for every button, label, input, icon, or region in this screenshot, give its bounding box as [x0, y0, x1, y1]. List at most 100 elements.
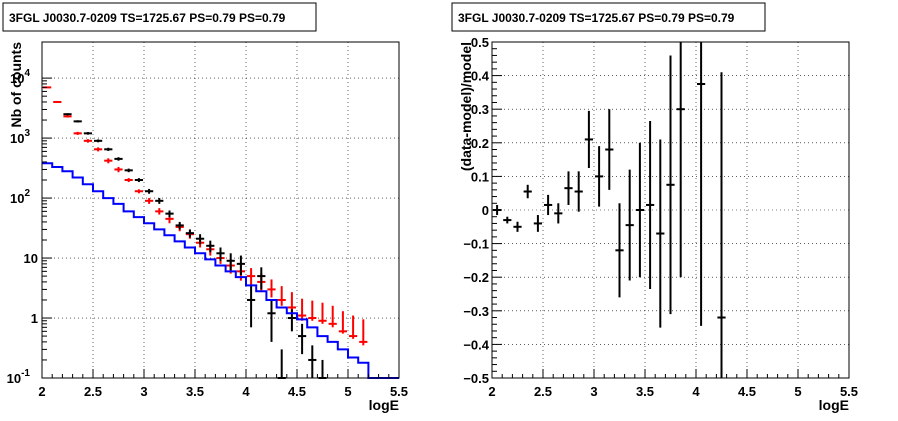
left-y-tick-base: 10	[7, 371, 21, 386]
left-black-errorbar	[104, 147, 113, 151]
left-red-errorbar	[318, 302, 327, 324]
left-title-box	[2, 2, 317, 32]
right-x-tick-label: 3	[590, 384, 597, 399]
residual-point	[666, 55, 675, 315]
right-y-tick-label: −0.4	[463, 337, 489, 352]
left-black-errorbar	[73, 120, 82, 123]
left-red-errorbar	[83, 139, 92, 143]
residual-point	[697, 42, 706, 326]
left-y-tick-exp: 4	[24, 68, 30, 79]
residual-point	[513, 221, 522, 232]
left-red-errorbar	[359, 319, 368, 346]
left-black-errorbar	[196, 234, 205, 245]
left-red-errorbar	[63, 115, 72, 118]
left-model-step-line	[42, 162, 399, 379]
right-x-tick-label: 2.5	[534, 384, 552, 399]
left-y-tick-label: 103	[10, 128, 30, 146]
left-y-tick-base: 10	[10, 71, 24, 86]
right-y-tick-label: 0.4	[471, 69, 490, 84]
left-black-errorbar	[267, 299, 276, 342]
right-y-tick-label: −0.2	[463, 270, 489, 285]
left-x-tick-label: 4.5	[288, 384, 306, 399]
residual-point	[544, 194, 553, 216]
left-red-errorbar	[114, 166, 123, 173]
right-y-tick-label: 0.5	[471, 35, 489, 50]
left-y-tick-exp: -1	[21, 368, 30, 379]
left-red-errorbar	[145, 198, 154, 204]
left-black-errorbar	[226, 253, 235, 272]
right-x-tick-label: 5	[794, 384, 801, 399]
residual-point	[564, 171, 573, 205]
left-red-errorbar	[94, 147, 103, 152]
left-black-errorbar	[216, 247, 225, 261]
left-black-errorbar	[257, 267, 266, 290]
left-y-tick-base: 10	[10, 131, 24, 146]
right-ticks: 2 2.5 3 3.5 4 4.5 5 5.5 −0.5 −0.4 −0.3 −0.2 −0.1 0 0.1…	[463, 35, 858, 399]
left-y-tick-label: 104	[10, 68, 30, 86]
left-y-tick-label: 1	[31, 311, 38, 326]
left-black-errorbar	[83, 132, 92, 135]
residual-point	[533, 215, 542, 232]
residual-point	[625, 169, 634, 281]
left-chart-title: 3FGL J0030.7-0209 TS=1725.67 PS=0.79 PS=…	[9, 11, 286, 25]
left-black-errorbar	[247, 285, 256, 328]
residual-point	[554, 203, 563, 224]
right-y-tick-label: −0.1	[463, 237, 489, 252]
right-title-box	[451, 2, 766, 32]
left-y-tick-base: 10	[24, 251, 38, 266]
residual-point	[717, 72, 726, 378]
left-black-errorbar	[165, 210, 174, 218]
left-black-errorbar	[277, 349, 286, 379]
residual-point	[503, 216, 512, 224]
residual-point	[646, 120, 655, 289]
left-red-errorbar	[104, 158, 113, 164]
left-y-tick-exp: 2	[24, 188, 30, 199]
left-red-errorbar	[328, 305, 337, 328]
right-grid	[492, 42, 849, 378]
right-x-tick-label: 4.5	[738, 384, 756, 399]
left-black-errorbar	[145, 188, 154, 194]
left-x-tick-label: 5.5	[390, 384, 408, 399]
right-x-tick-label: 5.5	[840, 384, 858, 399]
right-x-tick-label: 4	[692, 384, 700, 399]
residual-point	[676, 42, 685, 278]
left-y-tick-label: 102	[10, 188, 30, 206]
left-black-errorbar	[124, 168, 133, 173]
right-x-tick-label: 2	[488, 384, 495, 399]
residual-point	[635, 142, 644, 278]
residual-point	[595, 146, 604, 207]
left-frame	[41, 41, 400, 379]
left-y-tick-label: 10	[24, 251, 38, 266]
left-red-errorbar	[298, 298, 307, 321]
left-black-errorbar	[63, 113, 72, 116]
left-black-errorbar	[308, 345, 317, 378]
right-y-tick-label: 0.1	[471, 169, 489, 184]
left-black-errorbar	[175, 221, 184, 230]
left-black-errorbar	[94, 139, 103, 143]
left-black-errorbar	[185, 229, 194, 238]
left-y-tick-base: 1	[31, 311, 38, 326]
left-red-errorbar	[155, 208, 164, 215]
left-series	[42, 86, 399, 379]
right-xlabel: logE	[819, 397, 849, 413]
left-x-tick-label: 2.5	[84, 384, 102, 399]
residual-point	[615, 203, 624, 298]
left-y-tick-label: 10-1	[7, 368, 31, 386]
left-black-errorbar	[298, 323, 307, 355]
left-ylabel: Nb of counts	[8, 42, 24, 128]
left-red-errorbar	[73, 131, 82, 135]
left-black-errorbar	[155, 198, 164, 204]
left-red-errorbar	[349, 315, 358, 339]
left-xlabel: logE	[369, 397, 399, 413]
residual-point	[656, 139, 665, 328]
left-black-errorbar	[134, 178, 143, 183]
residual-point	[584, 110, 593, 168]
left-x-tick-label: 3	[140, 384, 147, 399]
right-y-tick-label: 0.2	[471, 136, 489, 151]
left-x-tick-label: 5	[344, 384, 351, 399]
left-black-errorbar	[236, 255, 245, 276]
right-y-tick-label: −0.5	[463, 371, 489, 386]
